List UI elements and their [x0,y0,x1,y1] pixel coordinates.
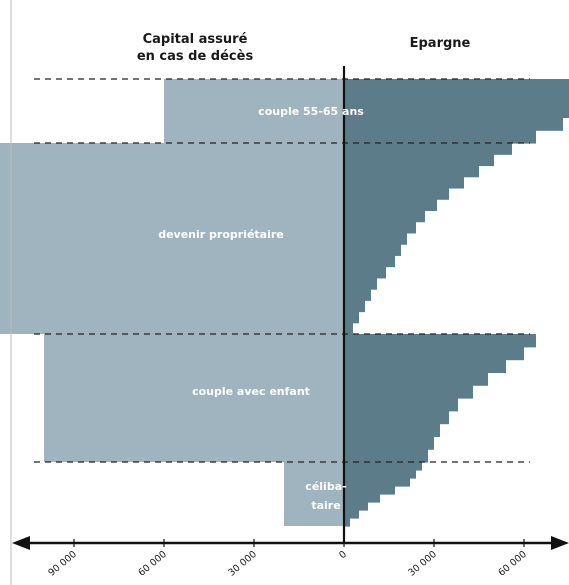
right-step-bar-16 [344,266,386,279]
right-step-bar-15 [344,255,395,268]
x-tick-label-2: 90 000 [46,549,79,579]
left-bar-2 [44,334,344,462]
right-step-bar-1 [344,91,569,106]
x-tick-label-7: 60 000 [496,549,529,579]
right-step-bar-21 [344,322,353,335]
right-step-bar-26 [344,385,473,399]
right-step-bar-12 [344,221,416,234]
right-step-bar-28 [344,410,449,425]
right-step-bar-20 [344,311,359,324]
left-bar-1 [0,143,344,334]
left-panel-title: Capital assuré en cas de décès [110,31,280,65]
left-panel-title-line-2: en cas de décès [136,49,254,64]
band-label-3-1: taire [311,499,340,512]
right-step-bar-38 [344,510,359,519]
right-panel-title-text: Epargne [409,36,471,51]
right-step-bar-6 [344,154,494,167]
left-panel-title-line-1: Capital assuré [142,32,248,47]
band-label-3-0: céliba- [305,480,346,493]
right-step-bar-4 [344,130,536,144]
right-step-bar-27 [344,398,458,412]
right-step-bar-25 [344,372,488,386]
right-step-bar-0 [344,79,569,93]
right-step-bar-37 [344,502,368,511]
right-step-bar-33 [344,470,416,479]
x-tick-label-5: 0 [337,549,349,561]
right-panel-title: Epargne [380,35,500,52]
right-step-bar-10 [344,199,437,212]
right-step-bar-13 [344,232,407,245]
right-step-bar-32 [344,462,422,471]
band-label-1-0: devenir propriétaire [158,228,284,241]
right-step-bar-3 [344,117,563,131]
right-step-bar-23 [344,346,524,361]
x-tick-label-4: 30 000 [226,549,259,579]
x-axis-arrow-right [551,536,569,550]
right-step-bar-19 [344,300,365,313]
right-step-bar-2 [344,104,569,118]
right-step-bar-9 [344,187,449,200]
x-tick-label-3: 60 000 [136,549,169,579]
right-step-bar-24 [344,359,506,373]
left-bar-3 [284,462,344,526]
band-label-2-0: couple avec enfant [192,385,310,398]
right-step-bar-17 [344,277,377,290]
right-step-bar-7 [344,165,479,178]
right-step-bar-5 [344,143,512,155]
right-step-bar-30 [344,436,434,450]
right-step-bar-22 [344,334,536,348]
right-step-bar-11 [344,210,425,223]
right-step-bar-36 [344,494,380,503]
right-step-bar-18 [344,289,371,301]
x-tick-label-6: 30 000 [406,549,439,579]
right-step-bar-39 [344,518,350,527]
left-bar-0 [164,79,344,143]
x-axis-arrow-left [12,536,30,550]
right-step-bar-35 [344,486,395,495]
right-step-bar-31 [344,449,428,463]
right-step-bar-8 [344,176,464,189]
right-step-bar-29 [344,423,440,437]
band-label-0-0: couple 55-65 ans [258,105,364,118]
right-step-bar-14 [344,244,401,256]
right-step-bar-34 [344,478,410,487]
